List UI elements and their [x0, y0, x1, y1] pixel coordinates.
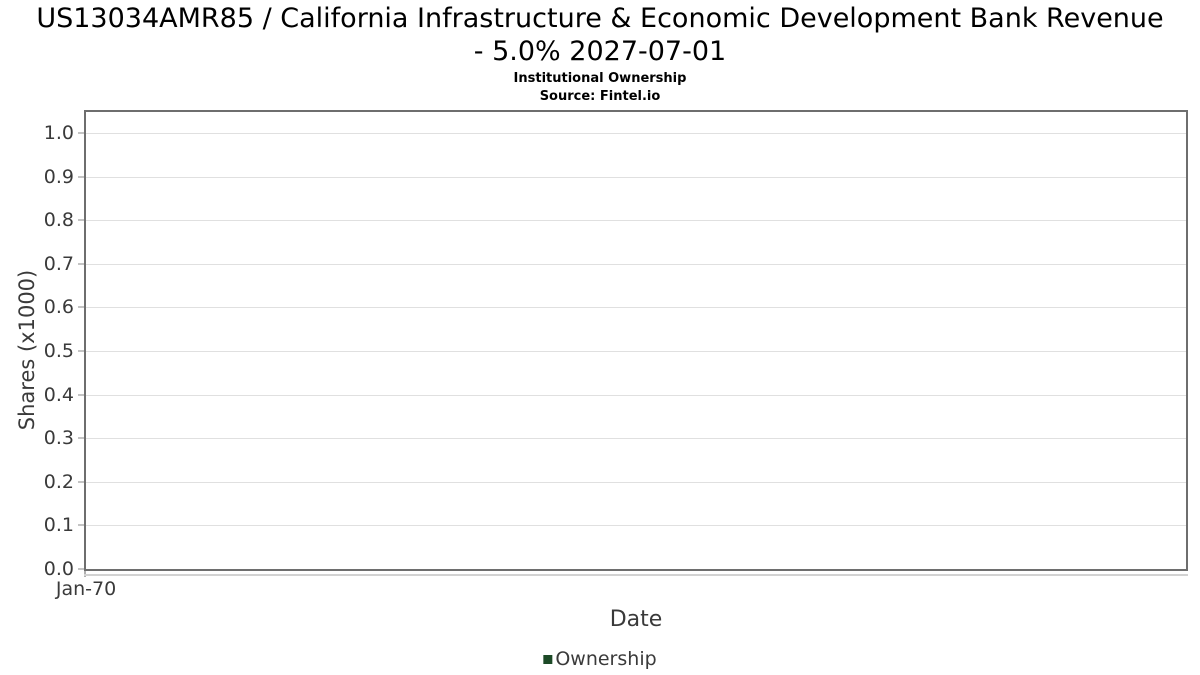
gridline-y-0.2 [86, 481, 1186, 483]
y-tick-mark [78, 568, 84, 570]
legend-label: Ownership [555, 648, 657, 670]
y-tick-label: 0.4 [43, 383, 74, 406]
y-tick-mark [78, 262, 84, 265]
chart-header: US13034AMR85 / California Infrastructure… [0, 2, 1200, 104]
y-tick-label: 0.8 [43, 209, 74, 232]
gridline-y-0.8 [86, 220, 1186, 222]
y-tick-label: 0.7 [43, 252, 74, 275]
legend-item[interactable]: Ownership [543, 648, 657, 670]
y-tick-mark [78, 524, 84, 527]
gridline-y-0.5 [86, 350, 1186, 352]
y-tick-label: 0.9 [43, 165, 74, 188]
chart-source: Source: Fintel.io [539, 89, 661, 104]
gridline-y-0.9 [86, 176, 1186, 178]
y-tick-mark [78, 393, 84, 396]
legend-marker-square-icon [543, 654, 553, 664]
y-tick-label: 0.6 [43, 296, 74, 319]
y-tick-mark [78, 306, 84, 309]
legend: Ownership [543, 648, 657, 670]
plot-area: 1.0 0.9 0.8 0.7 0.6 0.5 0.4 0.3 0.2 0.1 0.0 Jan-70 [44, 110, 1188, 600]
x-tick-label: Jan-70 [55, 578, 117, 600]
gridline-y-0.1 [86, 525, 1186, 527]
y-tick-mark [78, 219, 84, 222]
y-tick-label: 0.5 [43, 339, 74, 362]
gridline-y-0.4 [86, 394, 1186, 396]
y-tick-label: 0.1 [43, 514, 74, 537]
y-tick-label: 0.0 [43, 558, 74, 580]
gridline-y-0.7 [86, 263, 1186, 265]
x-axis-line [84, 574, 1188, 576]
x-axis-title: Date [609, 607, 663, 632]
y-tick-mark [78, 175, 84, 178]
chart-subtitle: Institutional Ownership [513, 71, 687, 86]
y-tick-label: 0.2 [43, 470, 74, 493]
y-tick-mark [78, 131, 84, 134]
gridline-y-0.6 [86, 307, 1186, 309]
y-tick-label: 0.3 [43, 427, 74, 450]
y-tick-mark [78, 437, 84, 440]
chart-title: US13034AMR85 / California Infrastructure… [0, 2, 1200, 68]
y-tick-label: 1.0 [43, 121, 74, 144]
chart-title-line1: US13034AMR85 / California Infrastructure… [36, 3, 1164, 34]
y-tick-mark [78, 480, 84, 483]
gridline-y-0.3 [86, 438, 1186, 440]
chart-title-line2: - 5.0% 2027-07-01 [473, 36, 727, 67]
y-tick-mark [78, 349, 84, 352]
gridline-y-1.0 [86, 132, 1186, 134]
